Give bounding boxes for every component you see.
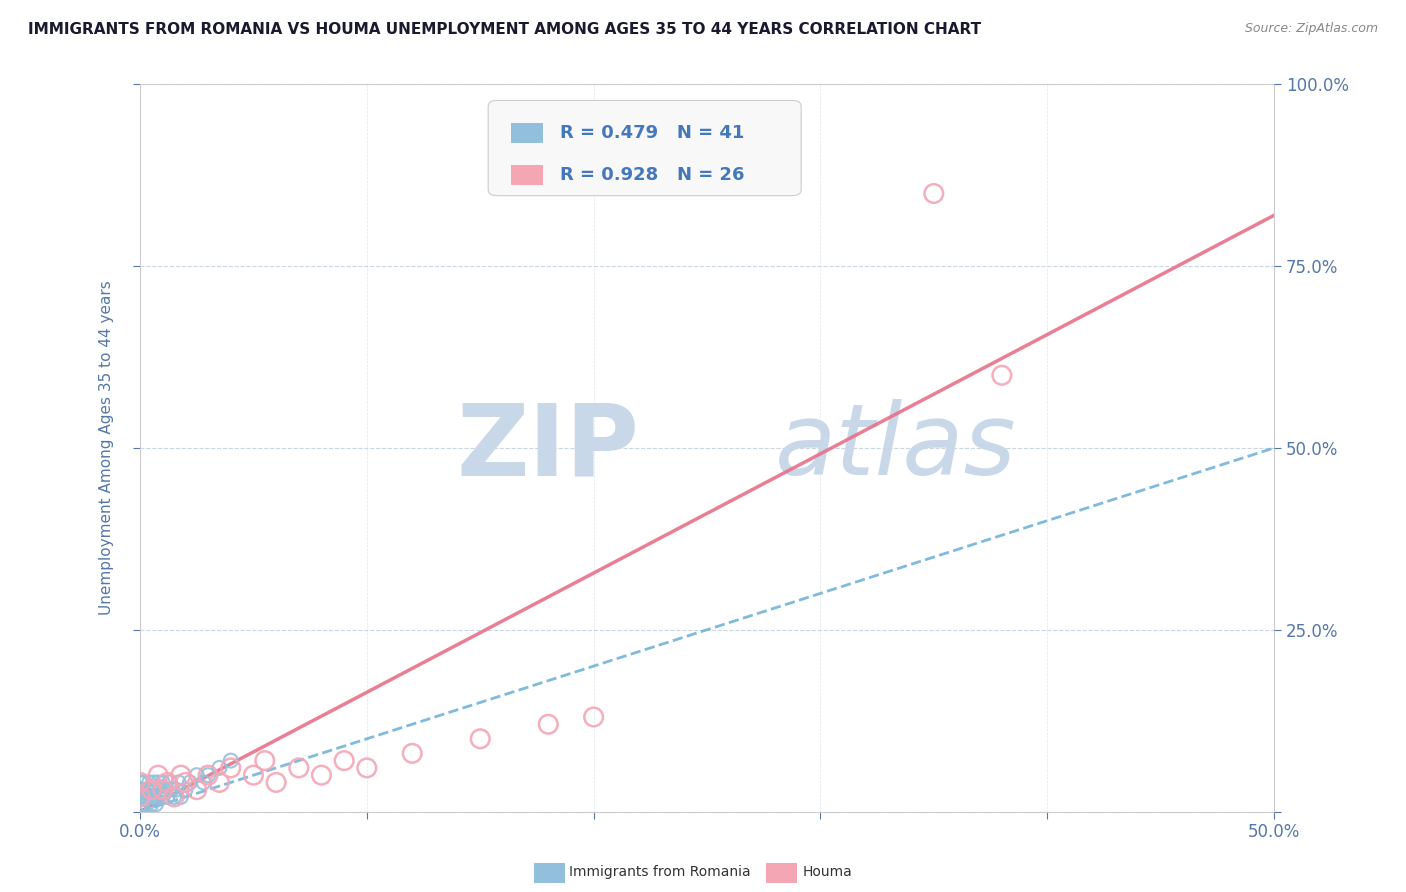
Point: [311, 768, 333, 782]
Point: [197, 768, 219, 782]
Point: [141, 782, 163, 797]
Point: [129, 775, 152, 789]
Point: [288, 761, 311, 775]
FancyBboxPatch shape: [510, 165, 543, 185]
Point: [193, 775, 215, 789]
Point: [141, 797, 163, 812]
Point: [253, 754, 276, 768]
Point: [134, 775, 156, 789]
Point: [149, 782, 172, 797]
Point: [129, 805, 152, 819]
Point: [537, 717, 560, 731]
Point: [152, 789, 174, 804]
Point: [145, 797, 167, 812]
Point: [163, 789, 186, 804]
Point: [135, 782, 157, 797]
Point: [922, 186, 945, 201]
Text: R = 0.928   N = 26: R = 0.928 N = 26: [560, 166, 744, 184]
Point: [470, 731, 492, 746]
Point: [186, 768, 208, 782]
Point: [170, 789, 193, 804]
Point: [145, 782, 167, 797]
Text: Source: ZipAtlas.com: Source: ZipAtlas.com: [1244, 22, 1378, 36]
Y-axis label: Unemployment Among Ages 35 to 44 years: Unemployment Among Ages 35 to 44 years: [100, 281, 114, 615]
Point: [174, 775, 197, 789]
Point: [129, 789, 152, 804]
Point: [131, 782, 153, 797]
Point: [141, 789, 163, 804]
Point: [148, 789, 170, 804]
Text: ZIP: ZIP: [456, 400, 638, 497]
Point: [333, 754, 356, 768]
Point: [153, 782, 176, 797]
Point: [131, 797, 153, 812]
Text: Immigrants from Romania: Immigrants from Romania: [569, 865, 751, 880]
Text: IMMIGRANTS FROM ROMANIA VS HOUMA UNEMPLOYMENT AMONG AGES 35 TO 44 YEARS CORRELAT: IMMIGRANTS FROM ROMANIA VS HOUMA UNEMPLO…: [28, 22, 981, 37]
Point: [138, 789, 160, 804]
Text: Houma: Houma: [803, 865, 852, 880]
Point: [160, 782, 183, 797]
Point: [152, 775, 174, 789]
Point: [582, 710, 605, 724]
Point: [129, 775, 152, 789]
Point: [156, 789, 179, 804]
Point: [156, 775, 179, 789]
Point: [148, 775, 170, 789]
Point: [991, 368, 1014, 383]
Point: [152, 782, 174, 797]
Point: [197, 768, 219, 782]
FancyBboxPatch shape: [488, 101, 801, 195]
FancyBboxPatch shape: [510, 123, 543, 144]
Point: [179, 775, 201, 789]
Text: atlas: atlas: [775, 400, 1017, 497]
Point: [219, 754, 242, 768]
Point: [401, 747, 423, 761]
Point: [242, 768, 264, 782]
Point: [129, 789, 152, 804]
Point: [165, 782, 187, 797]
Point: [163, 789, 186, 804]
Point: [129, 782, 152, 797]
Point: [134, 789, 156, 804]
Point: [186, 782, 208, 797]
Point: [141, 782, 163, 797]
Text: R = 0.479   N = 41: R = 0.479 N = 41: [560, 124, 744, 142]
Point: [138, 775, 160, 789]
Point: [264, 775, 287, 789]
Point: [135, 789, 157, 804]
Point: [208, 761, 231, 775]
Point: [219, 761, 242, 775]
Point: [170, 768, 193, 782]
Point: [148, 768, 170, 782]
Point: [356, 761, 378, 775]
Point: [135, 797, 157, 812]
Point: [167, 775, 190, 789]
Point: [174, 782, 197, 797]
Point: [142, 775, 165, 789]
Point: [159, 775, 181, 789]
Point: [129, 797, 152, 812]
Point: [208, 775, 231, 789]
Point: [142, 789, 165, 804]
